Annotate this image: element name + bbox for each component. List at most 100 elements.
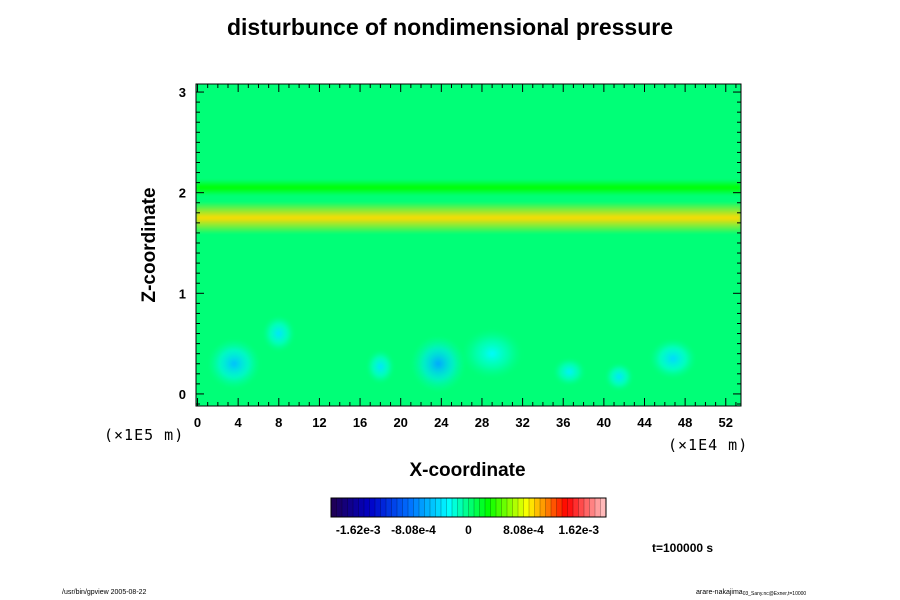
colorbar-cell <box>419 498 425 517</box>
colorbar-cell <box>496 498 502 517</box>
y-tick-label: 3 <box>179 85 186 100</box>
colorbar-cell <box>353 498 359 517</box>
colorbar-cell <box>386 498 392 517</box>
pressure-cell <box>262 315 296 352</box>
x-tick-label: 44 <box>637 415 652 430</box>
colorbar-cell <box>457 498 464 517</box>
colorbar-cell <box>584 498 590 517</box>
colorbar-cell <box>529 498 535 517</box>
colorbar-cell <box>474 498 480 517</box>
x-tick-label: 40 <box>597 415 611 430</box>
x-tick-label: 32 <box>515 415 529 430</box>
colorbar-cell <box>463 498 469 517</box>
time-label: t=100000 s <box>652 541 714 555</box>
colorbar-frame <box>330 497 607 518</box>
colorbar-cell <box>589 498 596 517</box>
colorbar-cell <box>358 498 365 517</box>
colorbar-cell <box>452 498 458 517</box>
colorbar-cell <box>397 498 403 517</box>
pressure-cell <box>207 338 261 389</box>
colorbar-cell <box>342 498 348 517</box>
pressure-band <box>196 179 741 196</box>
colorbar-cell <box>424 498 431 517</box>
colorbar-cell <box>380 498 387 517</box>
z-scale-factor: (×1E5 m) <box>104 426 185 444</box>
y-axis: 0 1 2 3 <box>179 85 741 405</box>
x-tick-label: 16 <box>353 415 367 430</box>
colorbar-tick-label: -8.08e-4 <box>391 523 436 537</box>
x-tick-label: 52 <box>719 415 733 430</box>
colorbar-cell <box>578 498 585 517</box>
colorbar-cell <box>435 498 442 517</box>
colorbar-cell <box>545 498 552 517</box>
y-tick-label: 2 <box>179 186 186 201</box>
footer-source: arare-nakajima03_Sany.nc@Exner,t=10000 <box>696 589 806 597</box>
pressure-cell <box>410 335 466 392</box>
colorbar-cell <box>567 498 574 517</box>
colorbar-tick-label: -1.62e-3 <box>336 523 381 537</box>
x-tick-label: 36 <box>556 415 570 430</box>
colorbar-cell <box>402 498 409 517</box>
colorbar-cell <box>336 498 343 517</box>
colorbar-cell <box>331 498 337 517</box>
footer-file: 03_Sany.nc@Exner,t=10000 <box>742 591 807 597</box>
colorbar-cell <box>523 498 530 517</box>
colorbar-cell <box>573 498 579 517</box>
colorbar-cell <box>391 498 398 517</box>
colorbar-cell <box>507 498 513 517</box>
y-axis-label: Z-coordinate <box>139 187 160 303</box>
footer-command: /usr/bin/gpview 2005-08-22 <box>62 589 147 596</box>
colorbar-cell <box>551 498 557 517</box>
pressure-cell <box>604 362 634 391</box>
colorbar-cell <box>562 498 568 517</box>
colorbar-tick-label: 1.62e-3 <box>558 523 599 537</box>
pressure-field <box>196 179 741 392</box>
x-axis: 0 4 8 12 16 20 24 28 32 36 40 44 48 52 <box>194 84 737 430</box>
colorbar-cell <box>501 498 508 517</box>
colorbar-cell <box>446 498 453 517</box>
colorbar-tick-label: 0 <box>465 523 472 537</box>
colorbar-cell <box>595 498 601 517</box>
pressure-cell <box>553 357 586 386</box>
y-tick-label: 1 <box>179 286 186 301</box>
colorbar-cell <box>534 498 541 517</box>
colorbar-cell <box>512 498 519 517</box>
pressure-band <box>196 201 741 234</box>
colorbar-cell <box>468 498 475 517</box>
colorbar-cell <box>375 498 381 517</box>
colorbar-cell <box>556 498 563 517</box>
colorbar-cell <box>540 498 546 517</box>
colorbar-cell <box>600 498 607 517</box>
x-scale-factor: (×1E4 m) <box>668 436 749 454</box>
y-tick-label: 0 <box>179 387 186 402</box>
pressure-cell <box>649 338 697 379</box>
x-tick-label: 12 <box>312 415 326 430</box>
colorbar-cell <box>413 498 420 517</box>
x-tick-label: 24 <box>434 415 449 430</box>
x-tick-label: 20 <box>393 415 407 430</box>
colorbar-cell <box>485 498 491 517</box>
colorbar-cell <box>408 498 414 517</box>
x-tick-label: 4 <box>235 415 243 430</box>
x-tick-label: 28 <box>475 415 489 430</box>
x-tick-label: 8 <box>275 415 282 430</box>
colorbar-cell <box>518 498 524 517</box>
colorbar-cell <box>347 498 354 517</box>
colorbar-cell <box>430 498 436 517</box>
colorbar-cell <box>490 498 497 517</box>
pressure-cell <box>366 349 395 384</box>
colorbar-tick-label: 8.08e-4 <box>503 523 544 537</box>
chart-title: disturbunce of nondimensional pressure <box>226 14 673 40</box>
pressure-cell <box>461 328 523 379</box>
colorbar-cell <box>364 498 370 517</box>
colorbar-cell <box>441 498 447 517</box>
x-tick-label: 0 <box>194 415 201 430</box>
colorbar-cell <box>369 498 376 517</box>
plot-frame <box>195 83 742 407</box>
colorbar: -1.62e-3 -8.08e-4 0 8.08e-4 1.62e-3 <box>330 497 607 537</box>
footer-author: arare-nakajima <box>696 589 743 596</box>
x-tick-label: 48 <box>678 415 692 430</box>
colorbar-cell <box>479 498 486 517</box>
x-axis-label: X-coordinate <box>409 460 526 481</box>
